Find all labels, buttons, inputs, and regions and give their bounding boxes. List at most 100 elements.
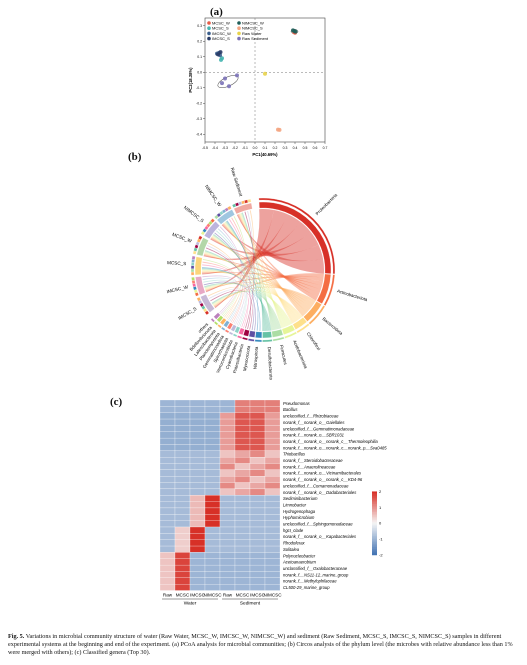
- heatmap-cell: [249, 482, 266, 490]
- heatmap-cell: [174, 418, 191, 426]
- heatmap-cell: [159, 495, 176, 502]
- heatmap-cell: [189, 444, 206, 451]
- heatmap-cell: [189, 577, 206, 585]
- scale-bar-segment: [372, 494, 377, 497]
- heatmap-cell: [234, 476, 251, 483]
- phylum-arc: [230, 324, 237, 332]
- x-tick-label: 0.2: [273, 146, 278, 150]
- heatmap-cell: [264, 482, 281, 490]
- scale-bar-segment: [372, 523, 377, 526]
- phylum-label: Firmicutes: [279, 344, 288, 366]
- scale-bar-segment: [372, 539, 377, 541]
- chord-ribbon: [224, 210, 254, 318]
- group-label: Sediment: [240, 601, 261, 607]
- heatmap-cell: [249, 545, 266, 553]
- scale-bar-segment: [372, 535, 377, 538]
- heatmap-cell: [219, 418, 236, 426]
- heatmap-cell: [264, 418, 281, 426]
- scale-bar-segment: [372, 529, 377, 532]
- genus-label: norank_f__Anaerolineaceae: [283, 464, 336, 469]
- phylum-outer-arc: [220, 326, 226, 331]
- heatmap-cell: [204, 564, 221, 572]
- phylum-arc: [223, 320, 230, 328]
- chord-ribbon: [205, 275, 324, 292]
- scale-bar-segment: [372, 548, 377, 551]
- heatmap-cell: [264, 425, 281, 432]
- scale-bar-segment: [372, 521, 377, 524]
- sample-tick-arc: [190, 268, 195, 273]
- heatmap-cell: [174, 476, 191, 483]
- y-tick-label: 0.1: [197, 55, 202, 59]
- heatmap-cell: [264, 577, 281, 585]
- heatmap-cell: [189, 571, 206, 578]
- heatmap-cell: [189, 514, 206, 521]
- heatmap-cell: [264, 476, 281, 483]
- heatmap-cell: [219, 437, 236, 445]
- panel-a-label: (a): [210, 6, 223, 18]
- heatmap-cell: [204, 507, 221, 515]
- genus-label: unclassified_f__Rhizobiaceae: [283, 414, 339, 419]
- scale-bar-segment: [372, 531, 377, 534]
- data-point: [277, 127, 282, 132]
- heatmap-cell: [264, 463, 281, 470]
- chord-ribbon: [203, 254, 322, 290]
- heatmap-cell: [189, 495, 206, 502]
- heatmap-cell: [159, 476, 176, 483]
- heatmap-cell: [159, 418, 176, 426]
- heatmap-cell: [234, 507, 251, 515]
- heatmap-cell: [204, 501, 221, 509]
- heatmap-cell: [189, 431, 206, 439]
- scale-bar-segment: [372, 500, 377, 503]
- heatmap-cell: [249, 412, 266, 420]
- heatmap-cell: [204, 495, 221, 502]
- scale-bar-segment: [372, 505, 377, 508]
- phylum-outer-arc: [254, 339, 262, 343]
- heatmap-cell: [234, 488, 251, 496]
- heatmap-cell: [189, 526, 206, 534]
- phylum-arc: [213, 312, 221, 320]
- sample-arc: [196, 237, 209, 257]
- phylum-arc: [248, 330, 256, 338]
- heatmap-cell: [219, 571, 236, 578]
- genus-label: Pseudomonas: [283, 401, 311, 406]
- genus-label: hgcI_clade: [283, 528, 304, 533]
- x-tick-label: 0.7: [323, 146, 328, 150]
- heatmap-cell: [264, 399, 281, 407]
- scale-bar-segment: [372, 520, 377, 522]
- heatmap-cell: [174, 514, 191, 521]
- x-tick-label: 0.5: [303, 146, 308, 150]
- chord-ribbon: [202, 214, 301, 275]
- heatmap-cell: [204, 558, 221, 566]
- phylum-outer-arc: [272, 336, 285, 342]
- heatmap-cell: [249, 450, 266, 458]
- heatmap-cell: [234, 425, 251, 432]
- heatmap-cell: [159, 431, 176, 439]
- heatmap-cell: [249, 399, 266, 407]
- heatmap-cell: [219, 533, 236, 540]
- phylum-outer-arc: [210, 317, 216, 323]
- sample-tick-arc: [190, 271, 195, 276]
- data-point: [220, 81, 224, 86]
- heatmap-cell: [264, 520, 281, 528]
- heatmap-cell: [204, 520, 221, 528]
- y-tick-label: 0.2: [197, 39, 202, 43]
- heatmap-cell: [219, 444, 236, 451]
- heatmap-cell: [249, 520, 266, 528]
- sample-arc: [233, 202, 253, 215]
- genus-label: norank_f__norank_o__norank_c__Thermoleop…: [283, 439, 378, 444]
- heatmap-cell: [174, 564, 191, 572]
- sample-tick-arc: [196, 296, 202, 302]
- sample-label: NIMCSC_S: [183, 205, 205, 224]
- phylum-outer-arc: [228, 331, 234, 336]
- genus-label: norank_f__norank_o__Gaiellales: [283, 420, 345, 425]
- legend-marker: [207, 36, 211, 41]
- heatmap-cell: [264, 507, 281, 515]
- heatmap-cell: [234, 558, 251, 566]
- phylum-label: Nitrospirota: [253, 346, 259, 369]
- heatmap-cell: [189, 406, 206, 413]
- scale-bar-segment: [372, 524, 377, 527]
- x-tick-label: -0.1: [242, 146, 248, 150]
- heatmap-cell: [234, 533, 251, 540]
- heatmap-cell: [219, 495, 236, 502]
- heatmap-cell: [159, 577, 176, 585]
